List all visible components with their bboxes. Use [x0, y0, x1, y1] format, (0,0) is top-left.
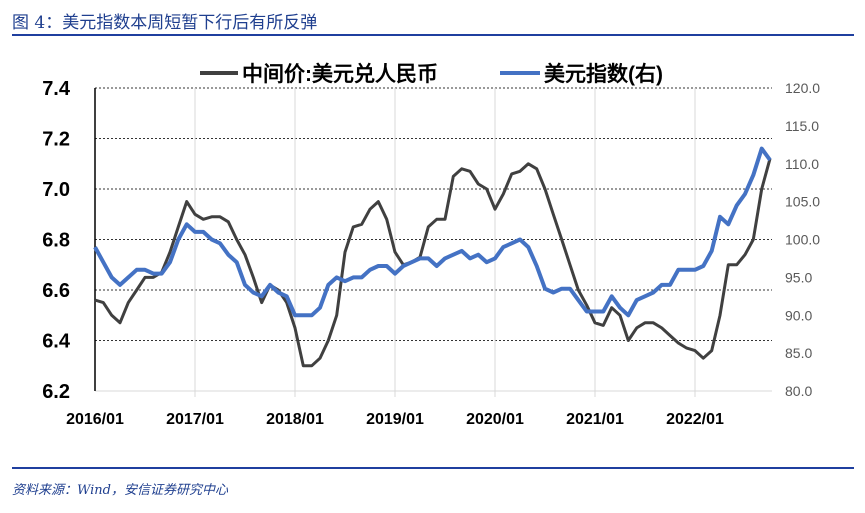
y-tick-left: 6.6 — [42, 280, 70, 302]
y-tick-right: 95.0 — [785, 269, 812, 285]
legend-label: 中间价:美元兑人民币 — [242, 62, 438, 86]
legend-label: 美元指数(右) — [544, 62, 663, 86]
y-tick-right: 85.0 — [785, 345, 812, 361]
y-tick-right: 90.0 — [785, 307, 812, 323]
x-tick-label: 2018/01 — [266, 411, 324, 428]
x-tick-label: 2021/01 — [566, 411, 624, 428]
y-tick-left: 7.2 — [42, 129, 70, 151]
source-rule — [12, 467, 854, 469]
y-tick-right: 80.0 — [785, 383, 812, 399]
figure-title: 图 4：美元指数本周短暂下行后有所反弹 — [12, 13, 318, 33]
y-tick-right: 120.0 — [785, 80, 820, 96]
x-tick-label: 2016/01 — [66, 411, 124, 428]
chart: 6.2 6.4 6.6 6.8 7.0 7.2 7.4 80.0 85.0 90.0 95.0 100… — [42, 62, 820, 428]
y-tick-right: 115.0 — [785, 118, 819, 134]
x-tick-label: 2019/01 — [366, 411, 424, 428]
y-tick-right: 100.0 — [785, 232, 820, 248]
title-rule — [12, 34, 854, 36]
y-tick-left: 6.4 — [42, 331, 71, 353]
y-tick-right: 105.0 — [785, 194, 820, 210]
source-note: 资料来源：Wind，安信证券研究中心 — [12, 483, 228, 498]
x-tick-label: 2017/01 — [166, 411, 224, 428]
y-tick-left: 7.4 — [42, 78, 71, 100]
y-tick-right: 110.0 — [785, 156, 819, 172]
x-tick-label: 2020/01 — [466, 411, 524, 428]
x-tick-label: 2022/01 — [666, 411, 724, 428]
y-tick-left: 7.0 — [42, 179, 70, 201]
series-line-usdcny — [94, 158, 772, 368]
series-line-dxy — [93, 146, 772, 318]
y-tick-left: 6.8 — [42, 230, 70, 252]
y-tick-left: 6.2 — [42, 381, 70, 403]
